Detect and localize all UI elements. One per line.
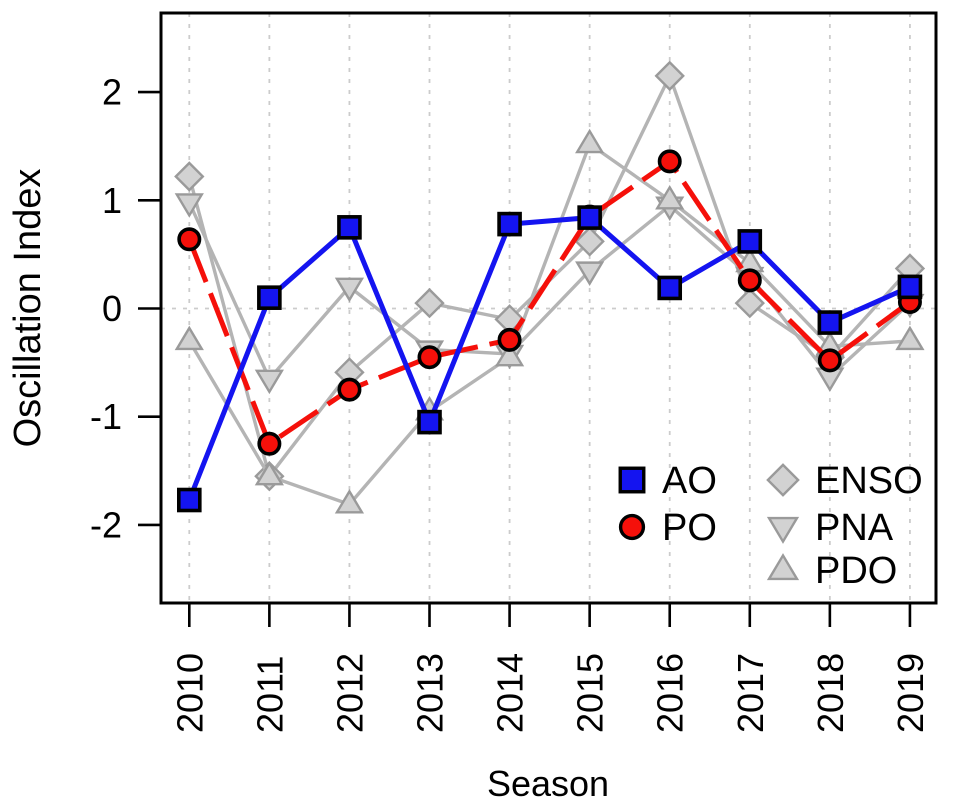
legend-marker-PO [618,513,646,541]
legend-label-ENSO: ENSO [815,460,923,502]
legend-marker-PNA [766,516,800,544]
legend-marker-AO [618,466,646,494]
marker-AO-2018 [817,310,843,335]
x-tick-label: 2016 [650,653,691,733]
marker-PNA-2012 [334,277,365,303]
marker-PDO-2014 [494,341,525,367]
x-tick-label: 2018 [810,653,851,733]
marker-PDO-2010 [174,325,204,351]
marker-PNA-2010 [174,193,204,218]
marker-PO-2011 [257,431,282,456]
marker-ENSO-2015 [574,226,605,257]
marker-PDO-2012 [334,488,365,514]
line-PNA [187,201,912,382]
series-PDO [174,128,925,514]
plot-border [159,11,938,605]
marker-PDO-2011 [254,460,284,486]
marker-PO-2017 [737,268,762,293]
line-PDO [187,141,911,507]
marker-PDO-2016 [655,184,685,210]
marker-PNA-2011 [254,369,284,395]
marker-AO-2014 [497,211,522,237]
x-tick-label: 2017 [730,653,771,733]
legend-label-PNA: PNA [815,507,894,549]
series-AO [177,205,923,513]
x-tick-label: 2014 [490,653,531,733]
marker-ENSO-2010 [174,161,205,192]
marker-PO-2018 [817,348,842,373]
legend-label-PO: PO [662,507,717,549]
x-tick-label: 2011 [249,656,290,733]
y-tick-label: -1 [90,396,122,437]
marker-ENSO-2013 [414,287,445,319]
marker-AO-2019 [897,274,923,300]
y-tick-label: 0 [102,288,122,329]
marker-AO-2013 [417,409,442,435]
line-PO [186,157,912,448]
x-tick-label: 2012 [329,653,370,733]
gridlines [161,13,936,603]
marker-PO-2010 [177,227,202,252]
x-axis-title: Season [487,763,609,804]
x-tick-label: 2019 [890,653,931,733]
line-AO [186,215,911,501]
marker-AO-2017 [737,229,763,254]
marker-AO-2011 [257,285,282,310]
marker-PO-2016 [657,149,682,174]
marker-PDO-2019 [895,325,925,351]
legend-marker-ENSO [766,463,800,497]
marker-PO-2013 [417,345,442,370]
marker-AO-2016 [657,275,683,301]
marker-PDO-2015 [575,128,605,154]
y-tick-label: 1 [102,180,122,221]
marker-ENSO-2017 [734,287,765,319]
x-tick-label: 2015 [570,653,611,733]
y-tick-label: 2 [102,72,122,113]
marker-ENSO-2016 [654,60,685,92]
x-tick-label: 2010 [169,653,210,733]
marker-AO-2015 [577,205,602,230]
marker-AO-2012 [337,215,362,240]
marker-PO-2012 [337,377,362,402]
marker-AO-2010 [177,487,202,513]
series-PNA [174,193,925,395]
legend-label-PDO: PDO [815,550,897,592]
legend-marker-PDO [766,553,800,581]
axes: 2 1 0 -1 -2 2010 2011 2012 2013 2014 2015 2016 2017 2… [90,72,931,733]
legend-label-AO: AO [662,460,717,502]
marker-PO-2014 [497,327,522,352]
marker-PNA-2015 [575,261,605,286]
y-tick-label: -2 [90,504,122,545]
y-axis-title: Oscillation Index [7,169,49,448]
x-tick-label: 2013 [410,653,451,733]
